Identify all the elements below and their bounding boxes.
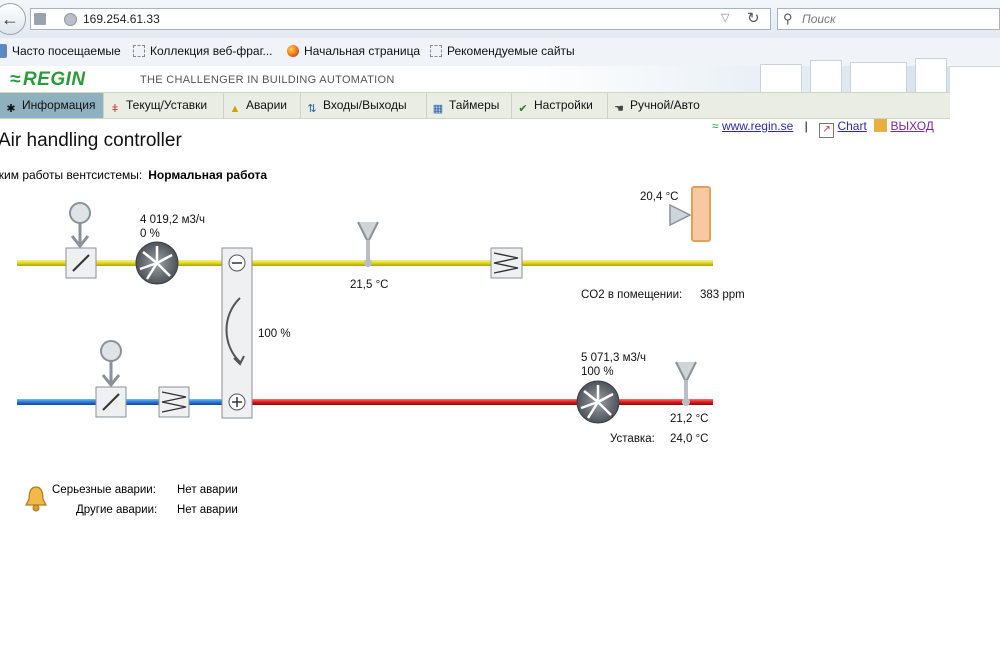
exhaust-damper[interactable] [95, 386, 127, 418]
room-temp: 20,4 °C [640, 191, 679, 203]
logout-link[interactable]: ВЫХОД [890, 119, 934, 133]
supply-damper-actuator-icon [69, 202, 91, 249]
building-image [850, 62, 907, 94]
bookmarks-bar: Часто посещаемые Коллекция веб-фраг... Н… [0, 38, 1000, 67]
bell-icon: ▲ [229, 103, 241, 115]
nav-timers[interactable]: ▦ Таймеры [427, 93, 512, 118]
grid-icon[interactable] [34, 13, 46, 25]
outdoor-coil[interactable] [158, 386, 190, 418]
exhaust-duct [252, 399, 713, 405]
building-image [810, 60, 842, 94]
page-title: Air handling controller [0, 130, 182, 151]
bookmark-most-visited[interactable]: Часто посещаемые [0, 44, 121, 58]
supply-temp: 21,5 °C [350, 279, 389, 291]
thermometer-icon: ǂ [111, 103, 119, 115]
url-text[interactable]: 169.254.61.33 [83, 12, 160, 26]
exhaust-fan-flow: 5 071,3 м3/ч [581, 352, 647, 364]
room-temp-sensor-icon [669, 186, 711, 242]
setpoint-label: Уставка: [610, 433, 655, 445]
regin-header: ≈ REGIN THE CHALLENGER IN BUILDING AUTOMA… [0, 58, 950, 94]
header-links: ≈ www.regin.se | ↗ Chart ВЫХОД [712, 119, 934, 138]
search-bar[interactable]: ⚲ Поиск [777, 8, 1000, 30]
nav-io[interactable]: ⇅ Входы/Выходы [301, 93, 427, 118]
browser-toolbar: ← 169.254.61.33 ▽ ↻ ⚲ Поиск [0, 0, 1000, 39]
setpoint-value: 24,0 °C [670, 433, 709, 445]
supply-fan-speed: 0 % [140, 228, 160, 240]
supply-fan-icon[interactable] [135, 241, 179, 285]
heat-exchanger-value: 100 % [258, 328, 291, 340]
exhaust-fan-speed: 100 % [581, 366, 614, 378]
dropdown-icon[interactable]: ▽ [721, 12, 730, 24]
folder-icon [430, 45, 442, 57]
firefox-icon [287, 45, 299, 57]
exhaust-fan-icon[interactable] [576, 380, 620, 424]
serious-alarms-value: Нет аварии [177, 484, 238, 496]
chart-icon[interactable]: ↗ [819, 123, 835, 138]
hand-icon: ☚ [614, 103, 624, 115]
regin-logo: ≈ REGIN [10, 69, 86, 90]
key-icon[interactable] [874, 119, 888, 132]
operating-mode: жим работы вентсистемы: Нормальная работа [0, 168, 267, 182]
mode-label: жим работы вентсистемы: [0, 168, 143, 182]
chart-link[interactable]: Chart [837, 119, 867, 133]
back-button[interactable]: ← [0, 3, 26, 35]
extract-temp-sensor-icon [675, 361, 697, 406]
link-separator: | [804, 119, 808, 133]
nav-settings[interactable]: ✔ Настройки [512, 93, 608, 118]
building-image [760, 64, 802, 94]
bookmark-recommended[interactable]: Рекомендуемые сайты [430, 44, 575, 58]
other-alarms-value: Нет аварии [177, 504, 238, 516]
supply-fan-flow: 4 019,2 м3/ч [140, 214, 206, 226]
mode-value: Нормальная работа [148, 168, 268, 182]
checklist-icon: ✔ [518, 103, 528, 115]
nav-manual-auto[interactable]: ☚ Ручной/Авто [608, 93, 716, 118]
fan-icon: ✱ [6, 103, 16, 115]
tagline: THE CHALLENGER IN BUILDING AUTOMATION [140, 74, 395, 86]
extract-temp: 21,2 °C [670, 413, 709, 425]
supply-damper[interactable] [65, 247, 97, 279]
search-icon[interactable]: ⚲ [783, 11, 793, 26]
url-bar[interactable]: 169.254.61.33 ▽ ↻ [30, 8, 771, 30]
co2-value: 383 ppm [700, 289, 745, 301]
globe-icon [64, 13, 77, 26]
supply-temp-sensor-icon [357, 221, 379, 267]
exhaust-damper-actuator-icon [100, 340, 122, 388]
other-alarms-label: Другие аварии: [76, 504, 158, 516]
nav-alarms[interactable]: ▲ Аварии [224, 93, 301, 118]
folder-icon [133, 45, 145, 57]
co2-label: CO2 в помещении: [581, 289, 683, 301]
regin-wave-icon: ≈ [712, 119, 719, 133]
heat-exchanger[interactable] [221, 247, 253, 419]
building-image [915, 58, 947, 94]
bookmark-icon [0, 44, 7, 58]
serious-alarms-label: Серьезные аварии: [52, 484, 156, 496]
arrows-icon: ⇅ [307, 103, 317, 115]
reload-icon[interactable]: ↻ [747, 10, 760, 27]
main-nav: ✱ Информация ǂ Текущ/Уставки ▲ Аварии ⇅ Вход… [0, 92, 950, 119]
regin-site-link[interactable]: www.regin.se [721, 119, 794, 133]
nav-info[interactable]: ✱ Информация [0, 93, 104, 118]
heating-coil[interactable] [490, 247, 523, 279]
bookmark-web-slices[interactable]: Коллекция веб-фраг... [133, 44, 273, 58]
alarm-bell-icon [25, 486, 47, 512]
nav-setpoints[interactable]: ǂ Текущ/Уставки [104, 93, 224, 118]
bookmark-home[interactable]: Начальная страница [287, 44, 420, 58]
calendar-icon: ▦ [432, 103, 444, 115]
search-input[interactable]: Поиск [802, 12, 836, 26]
ahu-diagram [17, 186, 713, 424]
